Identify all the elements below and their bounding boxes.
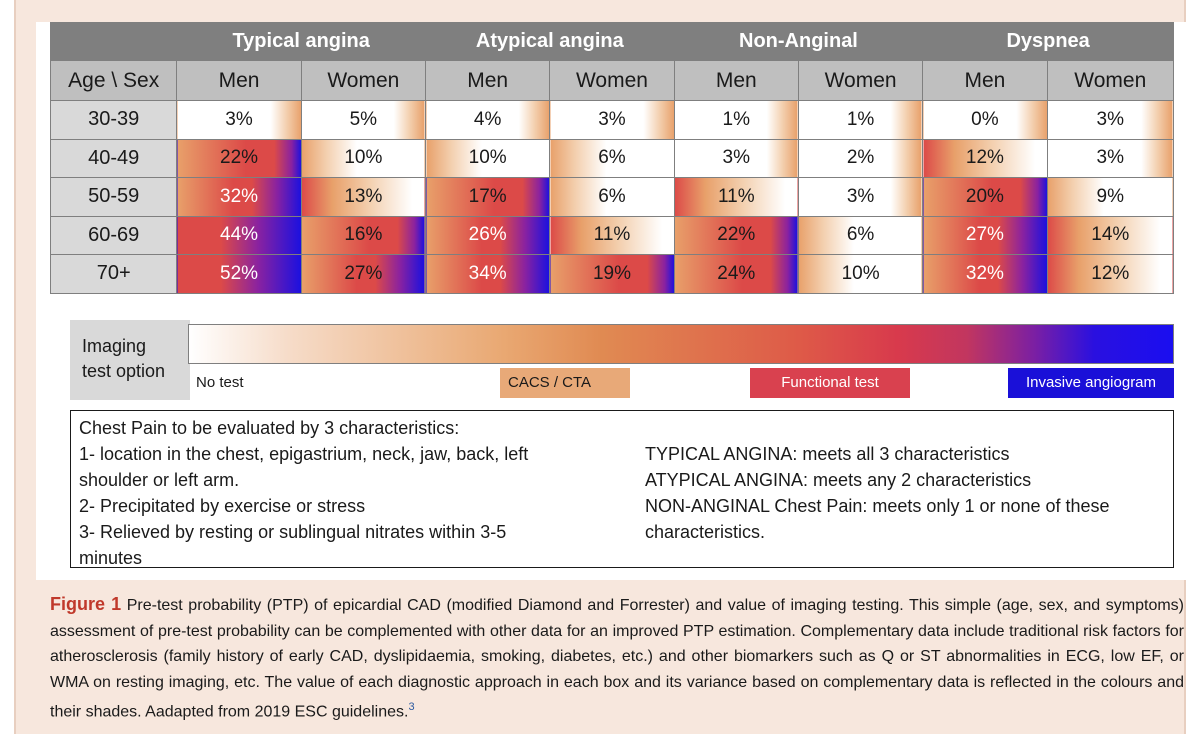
ptp-value-cell: 6% [549,138,675,178]
sex-header: Men [176,60,302,101]
characteristics-list: Chest Pain to be evaluated by 3 characte… [79,418,529,568]
ptp-value-cell: 26% [424,215,551,255]
legend-functional-test: Functional test [750,368,910,398]
ptp-value-cell: 10% [797,254,924,294]
legend-invasive-angiogram: Invasive angiogram [1008,368,1174,398]
group-typical-angina: Typical angina [176,22,426,61]
caption-label: Figure 1 [50,594,122,614]
group-atypical-angina: Atypical angina [425,22,675,61]
ptp-value-cell: 27% [922,215,1048,255]
ptp-value-cell: 3% [1046,138,1175,178]
ptp-value-cell: 2% [797,138,924,178]
age-group-cell: 30-39 [49,100,178,140]
legend-gradient-bar [188,324,1174,364]
ptp-value-cell: 11% [673,177,799,217]
ptp-value-cell: 12% [922,138,1048,178]
ptp-value-cell: 32% [922,254,1048,294]
ptp-value-cell: 52% [176,254,302,294]
caption-reference[interactable]: 3 [408,701,415,713]
ptp-value-cell: 10% [300,138,427,178]
ptp-value-cell: 27% [300,254,427,294]
ptp-value-cell: 6% [549,177,675,217]
age-group-cell: 50-59 [49,177,178,217]
sex-header: Women [797,60,924,101]
ptp-value-cell: 5% [300,100,427,140]
age-group-cell: 70+ [49,254,178,294]
ptp-value-cell: 24% [673,254,799,294]
ptp-value-cell: 3% [1046,100,1175,140]
ptp-value-cell: 32% [176,177,302,217]
ptp-value-cell: 4% [424,100,551,140]
table-row: 40-49 22% 10% 10% 6% 3% 2% 12% 3% [49,138,1175,178]
sex-header: Women [300,60,427,101]
ptp-value-cell: 1% [673,100,799,140]
ptp-value-cell: 17% [424,177,551,217]
ptp-table: Typical angina Atypical angina Non-Angin… [49,22,1175,294]
sex-header: Men [673,60,799,101]
sex-header: Men [424,60,551,101]
age-group-cell: 40-49 [49,138,178,178]
ptp-value-cell: 3% [797,177,924,217]
ptp-value-cell: 0% [922,100,1048,140]
sex-header: Women [1046,60,1175,101]
ptp-value-cell: 3% [176,100,302,140]
ptp-value-cell: 14% [1046,215,1175,255]
ptp-value-cell: 44% [176,215,302,255]
chest-pain-definitions: Chest Pain to be evaluated by 3 characte… [70,410,1174,568]
age-group-cell: 60-69 [49,215,178,255]
legend-no-test: No test [196,374,244,391]
ptp-value-cell: 10% [424,138,551,178]
ptp-value-cell: 13% [300,177,427,217]
table-row: 50-59 32% 13% 17% 6% 11% 3% 20% 9% [49,177,1175,217]
sex-header-row: Age \ Sex Men Women Men Women Men Women … [49,60,1175,101]
ptp-value-cell: 20% [922,177,1048,217]
ptp-value-cell: 6% [797,215,924,255]
legend-cacs-cta: CACS / CTA [500,368,630,398]
legend-label: Imaging test option [70,320,190,400]
caption-text: Pre-test probability (PTP) of epicardial… [50,597,1184,721]
ptp-value-cell: 34% [424,254,551,294]
group-dyspnea: Dyspnea [922,22,1174,61]
imaging-legend: Imaging test option No test CACS / CTA F… [70,320,1174,400]
table-row: 30-39 3% 5% 4% 3% 1% 1% 0% 3% [49,100,1175,140]
ptp-value-cell: 16% [300,215,427,255]
ptp-value-cell: 11% [549,215,675,255]
ptp-value-cell: 3% [549,100,675,140]
ptp-value-cell: 12% [1046,254,1175,294]
sex-header: Men [922,60,1048,101]
ptp-value-cell: 1% [797,100,924,140]
ptp-value-cell: 22% [176,138,302,178]
table-row: 60-69 44% 16% 26% 11% 22% 6% 27% 14% [49,215,1175,255]
angina-definitions: TYPICAL ANGINA: meets all 3 characterist… [645,444,1110,542]
age-sex-header: Age \ Sex [49,60,178,101]
figure-caption: Figure 1 Pre-test probability (PTP) of e… [50,592,1184,725]
ptp-value-cell: 9% [1046,177,1175,217]
ptp-value-cell: 3% [673,138,799,178]
ptp-value-cell: 19% [549,254,675,294]
group-header-row: Typical angina Atypical angina Non-Angin… [49,22,1174,61]
sex-header: Women [549,60,675,101]
figure-box: Typical angina Atypical angina Non-Angin… [14,0,1186,734]
group-non-anginal: Non-Anginal [673,22,924,61]
ptp-value-cell: 22% [673,215,799,255]
corner-blank [49,22,178,61]
table-row: 70+ 52% 27% 34% 19% 24% 10% 32% 12% [49,254,1175,294]
